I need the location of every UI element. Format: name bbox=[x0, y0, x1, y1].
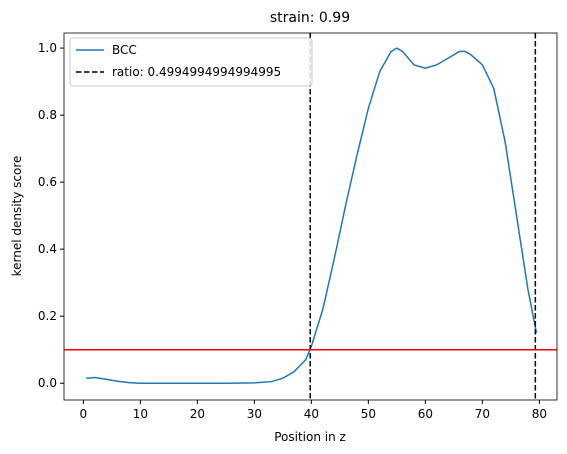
y-tick-label: 0.0 bbox=[38, 376, 57, 390]
line-series bbox=[86, 47, 538, 384]
x-tick-label: 50 bbox=[361, 407, 376, 421]
legend-label: BCC bbox=[112, 43, 137, 57]
chart-title: strain: 0.99 bbox=[270, 10, 350, 26]
y-tick-label: 0.2 bbox=[38, 309, 57, 323]
x-tick-label: 0 bbox=[80, 407, 88, 421]
y-tick-label: 1.0 bbox=[38, 41, 57, 55]
x-tick-label: 20 bbox=[190, 407, 205, 421]
x-tick-label: 60 bbox=[418, 407, 433, 421]
y-tick-label: 0.8 bbox=[38, 108, 57, 122]
x-tick-label: 80 bbox=[532, 407, 547, 421]
legend-label: ratio: 0.4994994994994995 bbox=[112, 65, 281, 79]
y-axis-label: kernel density score bbox=[10, 156, 24, 277]
x-axis-label: Position in z bbox=[274, 430, 346, 444]
x-tick-label: 10 bbox=[133, 407, 148, 421]
x-tick-label: 40 bbox=[304, 407, 319, 421]
y-tick-label: 0.4 bbox=[38, 242, 57, 256]
x-tick-label: 70 bbox=[475, 407, 490, 421]
legend-box bbox=[69, 37, 313, 87]
y-tick-label: 0.6 bbox=[38, 175, 57, 189]
plot-frame bbox=[63, 32, 558, 401]
x-tick-label: 30 bbox=[247, 407, 262, 421]
